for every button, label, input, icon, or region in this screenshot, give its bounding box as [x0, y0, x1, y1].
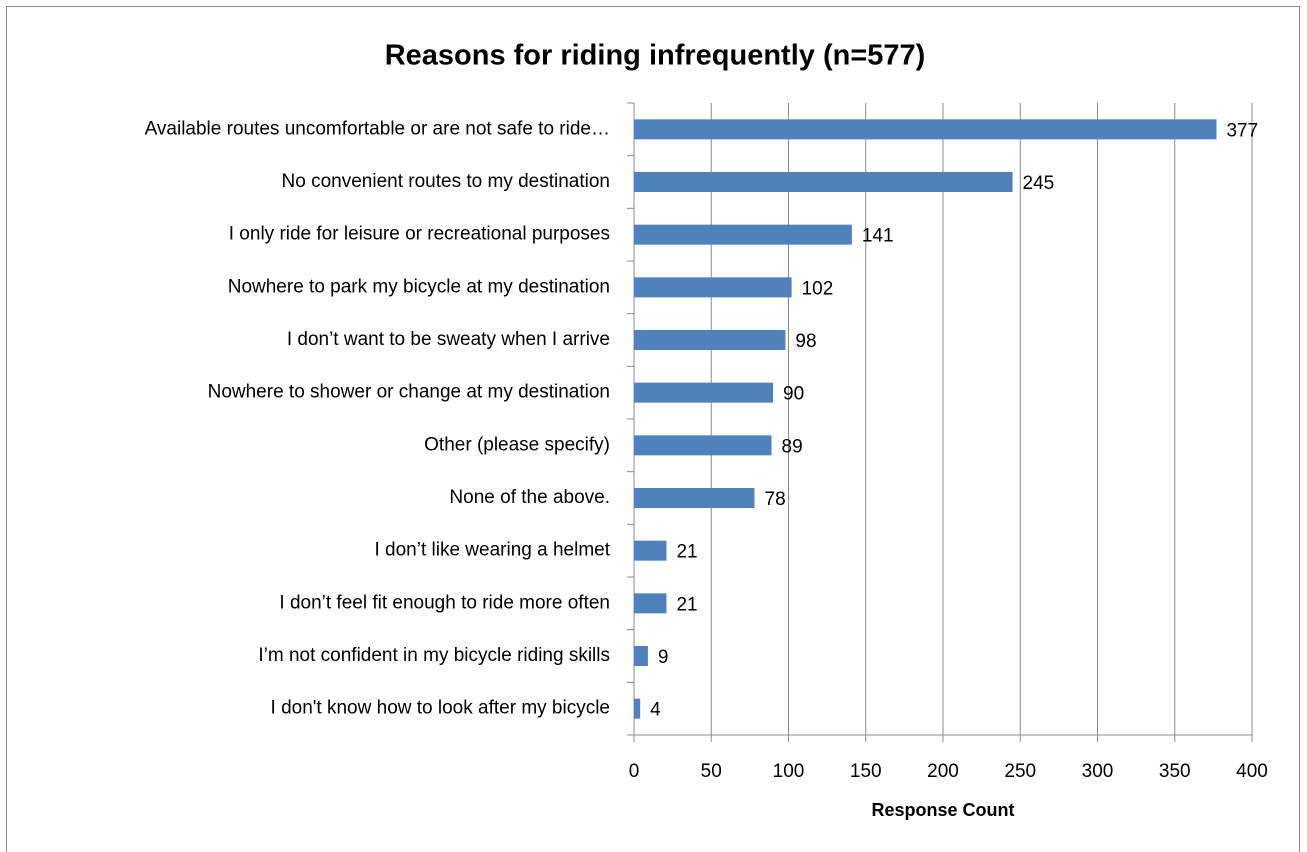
x-tick-label: 350 — [1159, 761, 1191, 782]
data-label: 377 — [1226, 120, 1258, 141]
data-label: 21 — [676, 594, 697, 615]
y-tick-label: I don’t want to be sweaty when I arrive — [287, 329, 610, 350]
y-tick-label: I don't know how to look after my bicycl… — [271, 698, 610, 719]
bar — [634, 435, 772, 456]
x-tick-label: 100 — [773, 761, 805, 782]
y-tick-label: Nowhere to shower or change at my destin… — [208, 382, 610, 403]
data-label: 21 — [676, 542, 697, 563]
y-tick-label: Other (please specify) — [424, 434, 610, 455]
bar — [634, 119, 1217, 140]
bar — [634, 224, 852, 245]
chart-title: Reasons for riding infrequently (n=577) — [385, 40, 926, 72]
bar — [634, 382, 774, 403]
data-label: 4 — [650, 700, 661, 721]
x-axis-label: Response Count — [871, 800, 1014, 820]
bar — [634, 330, 786, 350]
bar — [634, 540, 667, 561]
data-label: 9 — [658, 647, 669, 668]
bar — [634, 277, 792, 298]
bar — [634, 646, 648, 666]
x-tick-label: 0 — [629, 761, 640, 782]
x-tick-label: 250 — [1004, 761, 1036, 782]
y-tick-label: Nowhere to park my bicycle at my destina… — [228, 276, 610, 297]
x-tick-label: 200 — [927, 761, 959, 782]
bar — [634, 488, 755, 508]
y-tick-label: No convenient routes to my destination — [282, 171, 610, 192]
bar — [634, 698, 641, 719]
data-label: 102 — [802, 278, 834, 299]
data-label: 245 — [1023, 173, 1055, 194]
y-tick-label: I don’t like wearing a helmet — [374, 540, 610, 561]
x-tick-label: 50 — [701, 761, 722, 782]
bar — [634, 172, 1013, 192]
x-tick-label: 300 — [1082, 761, 1114, 782]
data-label: 141 — [862, 226, 894, 247]
x-tick-label: 400 — [1236, 761, 1268, 782]
x-tick-label: 150 — [850, 761, 882, 782]
data-label: 89 — [782, 436, 803, 457]
y-tick-label: Available routes uncomfortable or are no… — [145, 118, 610, 139]
chart-frame — [6, 6, 1300, 852]
y-tick-label: I’m not confident in my bicycle riding s… — [258, 645, 610, 666]
bar — [634, 593, 667, 614]
data-label: 90 — [783, 384, 804, 405]
y-tick-label: I don’t feel fit enough to ride more oft… — [279, 592, 610, 613]
y-tick-label: I only ride for leisure or recreational … — [229, 224, 610, 245]
data-label: 98 — [795, 331, 816, 352]
y-tick-label: None of the above. — [449, 487, 610, 508]
data-label: 78 — [765, 489, 786, 510]
